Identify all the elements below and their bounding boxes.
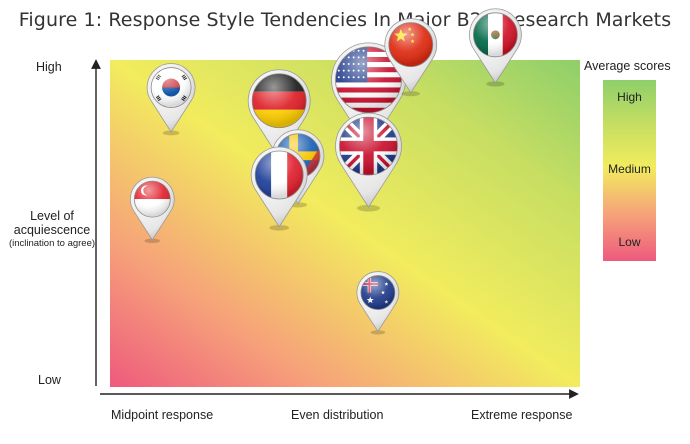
y-axis-title: Level of acquiescence (inclination to ag… <box>0 209 104 250</box>
uk-flag-marker <box>335 112 402 212</box>
usa-flag-marker <box>331 42 406 153</box>
legend-level-medium: Medium <box>608 162 651 176</box>
y-axis-title-main: Level of acquiescence <box>13 209 91 237</box>
x-axis-label-even: Even distribution <box>291 408 384 422</box>
mexico-flag-marker <box>469 8 522 87</box>
singapore-flag-marker <box>129 176 175 244</box>
france-flag-marker <box>250 146 308 231</box>
y-axis-high-label: High <box>36 60 62 74</box>
south-korea-flag-marker <box>146 63 196 136</box>
legend-color-bar: High Medium Low <box>603 80 656 261</box>
australia-flag-marker <box>356 271 400 335</box>
china-flag-marker <box>384 18 438 97</box>
legend-level-high: High <box>617 90 642 104</box>
plot-background <box>110 60 580 387</box>
y-axis-low-label: Low <box>38 373 61 387</box>
x-axis-label-extreme: Extreme response <box>471 408 573 422</box>
y-axis-title-sub: (inclination to agree) <box>8 238 96 249</box>
legend-title: Average scores <box>584 59 671 73</box>
x-axis-label-midpoint: Midpoint response <box>111 408 214 422</box>
legend-level-low: Low <box>618 235 641 249</box>
germany-flag-marker <box>247 69 311 163</box>
